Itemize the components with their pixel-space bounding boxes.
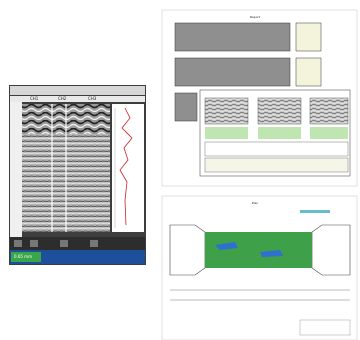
report-top: Report [162, 10, 357, 186]
report-bottom: Plan [162, 196, 357, 340]
report-title: Plan [252, 201, 258, 205]
tab[interactable]: CH2 [58, 96, 67, 101]
device-screen: CH1 CH2 CH3 0.65 mm [9, 85, 146, 265]
status: 0.65 mm [14, 254, 32, 259]
report-title: Report [250, 15, 261, 19]
tab[interactable]: CH1 [30, 96, 39, 101]
page: CH1 CH2 CH3 0.65 mm Report [0, 0, 360, 340]
tab[interactable]: CH3 [88, 96, 97, 101]
